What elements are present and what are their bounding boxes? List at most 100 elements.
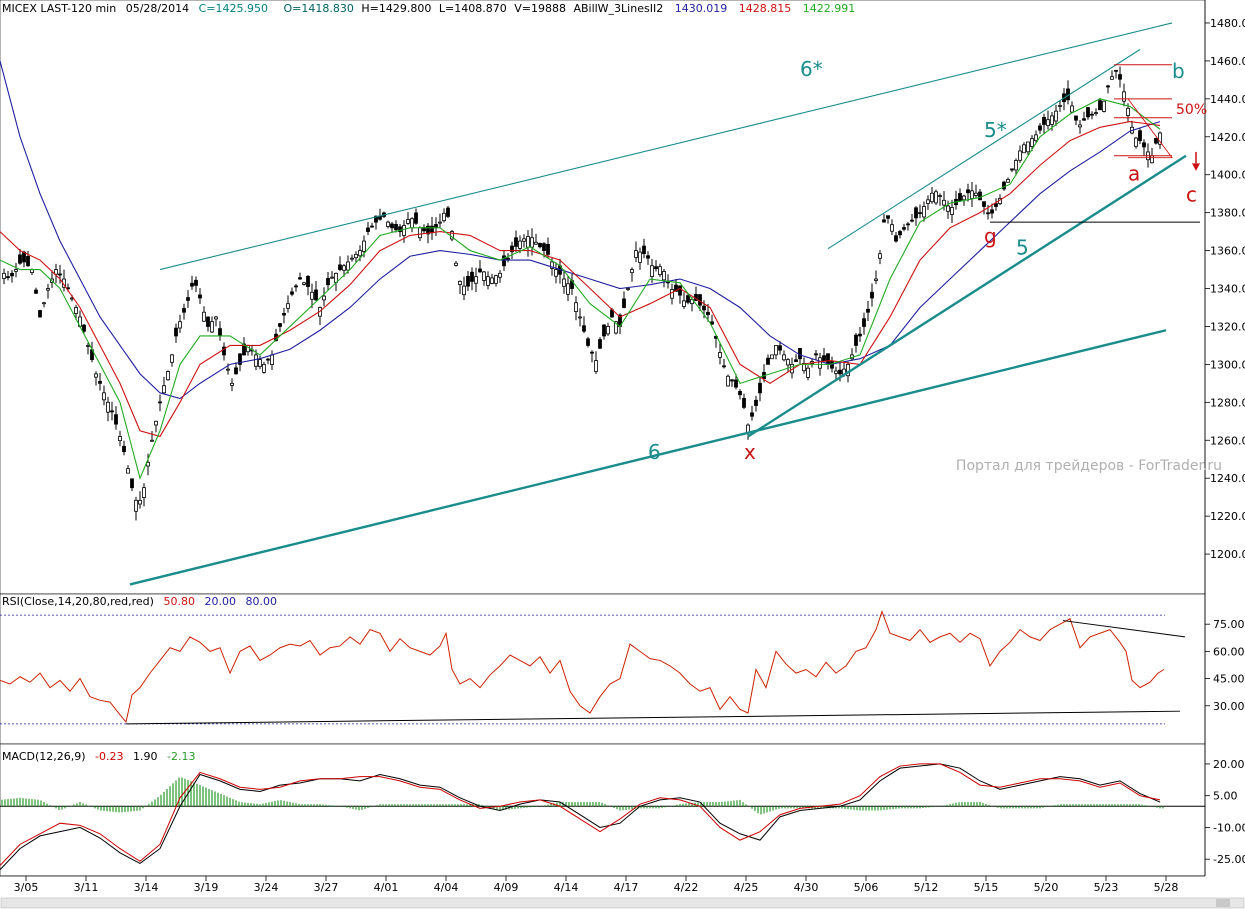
price-candle	[906, 221, 910, 231]
candle-body	[906, 223, 910, 226]
price-candle	[202, 306, 206, 322]
candle-body	[262, 363, 266, 373]
candle-body	[766, 357, 770, 365]
candle-body	[1134, 137, 1138, 147]
chart-header: MICEX LAST-120 min 05/28/2014 C=1425.950…	[2, 2, 855, 15]
candle-body	[1042, 117, 1046, 125]
price-candle	[646, 251, 650, 265]
candle-body	[922, 206, 926, 218]
candle-body	[866, 308, 870, 313]
scrollbar-thumb[interactable]	[1216, 899, 1230, 907]
candle-body	[1142, 142, 1146, 148]
price-candle	[1118, 66, 1122, 88]
candle-body	[406, 219, 410, 224]
rsi-tick-label: 60.00	[1213, 645, 1245, 658]
candle-body	[834, 370, 838, 374]
candle-body	[826, 353, 830, 365]
candle-body	[982, 201, 986, 207]
price-candle	[310, 283, 314, 309]
candle-body	[498, 272, 502, 278]
price-candle	[498, 270, 502, 283]
price-candle	[1054, 104, 1058, 126]
candle-body	[134, 499, 138, 512]
price-candle	[1058, 100, 1062, 112]
price-candle	[922, 201, 926, 222]
price-candle	[54, 263, 58, 284]
price-candle	[114, 406, 118, 430]
price-candle	[770, 354, 774, 360]
price-candle	[370, 222, 374, 228]
price-candle	[982, 201, 986, 215]
price-candle	[118, 430, 122, 447]
price-candle	[390, 221, 394, 233]
price-candle	[1154, 137, 1158, 145]
candle-body	[774, 345, 778, 356]
candle-body	[166, 371, 170, 381]
candle-body	[670, 289, 674, 299]
price-candle	[306, 275, 310, 296]
candle-body	[226, 368, 230, 371]
price-tick-label: 1200.0	[1210, 548, 1245, 561]
price-panel	[0, 0, 1206, 595]
price-candle	[94, 371, 98, 386]
candle-body	[1098, 100, 1102, 111]
price-candle	[1002, 180, 1006, 191]
candle-body	[894, 235, 898, 242]
price-candle	[302, 281, 306, 286]
price-candle	[686, 293, 690, 305]
price-candle	[98, 372, 102, 391]
rsi-readout-3: 80.00	[245, 595, 277, 608]
candle-body	[322, 295, 326, 301]
price-candle	[766, 354, 770, 365]
candle-body	[106, 401, 110, 413]
price-candle	[262, 361, 266, 374]
wave-label: a	[1128, 161, 1140, 185]
candle-body	[46, 288, 50, 291]
candle-body	[722, 365, 726, 368]
candle-body	[990, 209, 994, 214]
price-tick-label: 1260.0	[1210, 434, 1245, 447]
price-candle	[1142, 139, 1146, 156]
price-candle	[1014, 158, 1018, 176]
trendline-6	[129, 329, 1167, 586]
candle-body	[282, 313, 286, 316]
horizontal-scrollbar[interactable]	[0, 897, 1245, 909]
time-tick-label: 3/14	[134, 881, 159, 894]
candle-body	[418, 227, 422, 239]
macd-plot: -25.00 -10.00 5.00 20.00	[0, 758, 1245, 871]
price-candle	[946, 200, 950, 219]
price-candle	[338, 256, 342, 272]
candle-body	[310, 291, 314, 300]
trendline-6-star	[159, 22, 1173, 271]
price-candle	[1078, 119, 1082, 134]
candle-body	[638, 251, 642, 263]
candle-body	[874, 278, 878, 281]
candle-body	[734, 379, 738, 388]
macd-header: MACD(12,26,9) -0.23 1.90 -2.13	[2, 750, 195, 763]
price-candle	[366, 221, 370, 235]
candle-body	[682, 300, 686, 307]
candle-body	[1058, 105, 1062, 107]
candle-body	[1018, 150, 1022, 161]
candle-body	[538, 242, 542, 248]
wave-label: 6	[648, 440, 661, 464]
candle-body	[750, 412, 754, 417]
price-candle	[266, 357, 270, 365]
candle-body	[410, 218, 414, 229]
price-candle	[878, 250, 882, 265]
candle-body	[854, 334, 858, 346]
time-tick-label: 4/01	[374, 881, 399, 894]
price-candle	[930, 186, 934, 204]
price-candle	[130, 478, 134, 492]
candle-body	[306, 275, 310, 288]
candle-body	[478, 268, 482, 273]
time-tick-label: 4/22	[674, 881, 699, 894]
macd-readout-1: -0.23	[95, 750, 123, 763]
price-candle	[134, 496, 138, 521]
price-candle	[606, 322, 610, 336]
candle-body	[206, 316, 210, 327]
candle-body	[878, 253, 882, 259]
candle-body	[222, 346, 226, 356]
price-candle	[1110, 70, 1114, 80]
candle-body	[654, 266, 658, 270]
